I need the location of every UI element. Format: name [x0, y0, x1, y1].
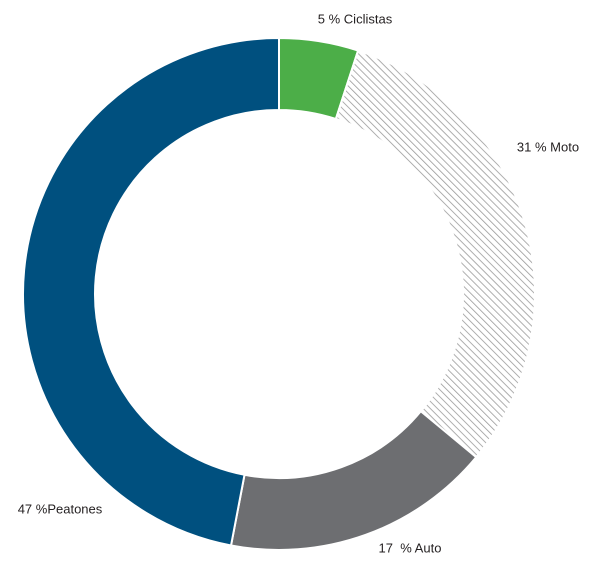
donut-segment	[229, 409, 478, 551]
segment-label: 5 % Ciclistas	[318, 11, 393, 26]
segment-label: 47 %Peatones	[18, 501, 103, 516]
donut-segment	[334, 49, 536, 459]
donut-segment	[22, 36, 280, 547]
segment-label: 17 % Auto	[379, 540, 442, 555]
segment-label: 31 % Moto	[517, 139, 579, 154]
